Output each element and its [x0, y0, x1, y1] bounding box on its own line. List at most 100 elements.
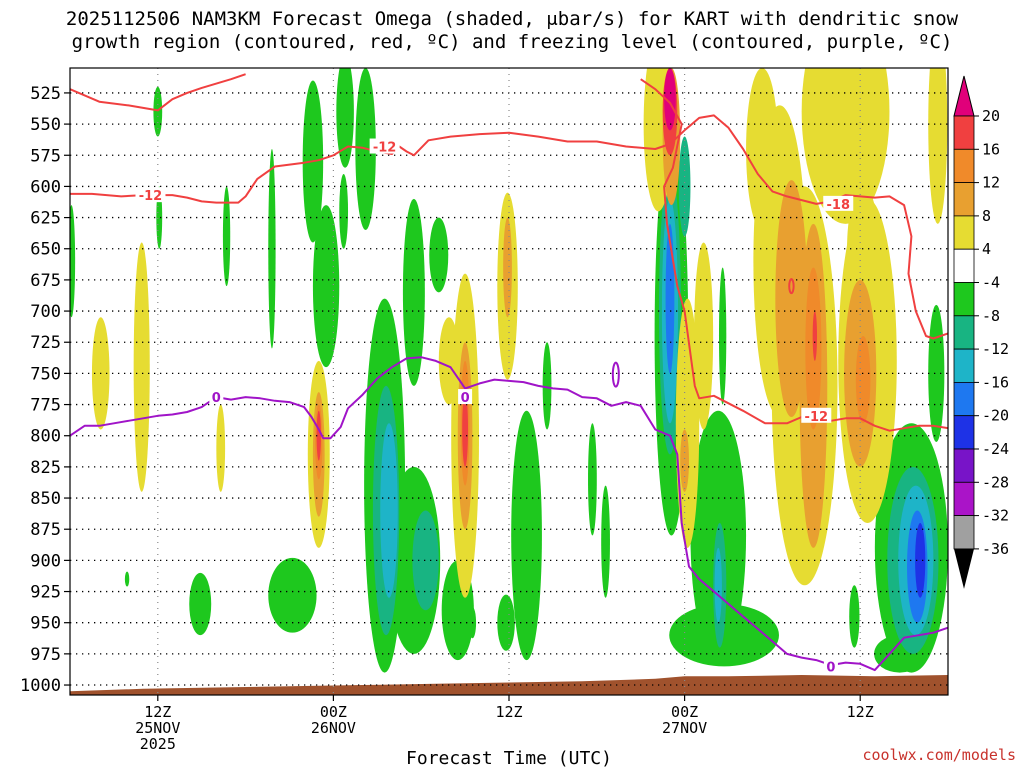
y-tick-label: 525 [30, 84, 61, 104]
chart-title-line1: 2025112506 NAM3KM Forecast Omega (shaded… [65, 8, 959, 30]
colorbar-label: -24 [982, 440, 1009, 458]
omega-patch [542, 342, 552, 430]
colorbar-label: -4 [982, 274, 1000, 292]
x-tick-label: 2025 [140, 735, 176, 753]
y-tick-label: 925 [30, 583, 61, 603]
colorbar-label: -32 [982, 507, 1009, 525]
y-tick-label: 1000 [20, 676, 61, 696]
omega-patch [694, 242, 714, 430]
dgz-contour-blob [788, 278, 795, 295]
freezing-level-blob [611, 361, 620, 388]
chart-title-line2: growth region (contoured, red, ºC) and f… [71, 31, 953, 53]
y-tick-label: 725 [30, 333, 61, 353]
y-tick-label: 675 [30, 271, 61, 291]
x-tick-label: 27NOV [662, 719, 707, 737]
colorbar: 20 16 12 8 4 -4 -8 -12 -16 -20 -24 -28 -32 -36 [953, 75, 1009, 589]
omega-patch [775, 180, 808, 418]
colorbar-label: 12 [982, 174, 1000, 192]
freezing-level-label-bg [823, 658, 838, 674]
dgz-contour-mid [70, 114, 948, 340]
omega-patch [133, 242, 150, 492]
colorbar-segment [953, 282, 975, 317]
freezing-level-label: 0 [461, 391, 470, 406]
pressure-axis: 525 550 575 600 625 650 675 700 725 750 775 800 825 8… [20, 84, 70, 696]
x-tick-label: 00Z [320, 703, 347, 721]
omega-patch [380, 423, 398, 598]
x-tick-label: 26NOV [311, 719, 356, 737]
colorbar-label: 20 [982, 107, 1000, 125]
colorbar-segment [953, 415, 975, 450]
colorbar-segment [953, 381, 975, 417]
omega-patch [928, 68, 948, 224]
colorbar-over-arrow [953, 75, 975, 117]
dgz-contour-label-bg [369, 138, 400, 154]
freezing-level-label-bg [209, 389, 224, 405]
dgz-contour-upper [70, 73, 246, 112]
x-tick-label: 12Z [144, 703, 171, 721]
y-tick-label: 550 [30, 115, 61, 135]
omega-patch [718, 267, 727, 405]
omega-patch [429, 217, 449, 293]
dgz-contour-label: -12 [139, 189, 163, 204]
dgz-contour-label-bg [823, 195, 854, 211]
omega-patch [664, 68, 676, 131]
dgz-contour-label: -12 [373, 141, 397, 156]
omega-patch [462, 392, 469, 467]
omega-patch [675, 298, 700, 548]
omega-patch [503, 217, 512, 318]
y-tick-label: 775 [30, 396, 61, 416]
dgz-contour-lower [640, 78, 948, 432]
freezing-level-label: 0 [212, 391, 221, 406]
colorbar-segment [953, 315, 975, 350]
contour-lines: -12 -12 -18 -12 0 0 0 [70, 73, 948, 675]
omega-patch [588, 423, 597, 536]
omega-patch [216, 404, 226, 492]
omega-patch [714, 547, 722, 623]
dgz-contour-label-bg [135, 187, 166, 203]
dgz-contour-label: -12 [805, 410, 829, 425]
omega-patch [497, 594, 515, 651]
y-tick-label: 700 [30, 302, 61, 322]
omega-patch [268, 149, 276, 349]
dgz-contour-label: -18 [827, 198, 851, 213]
omega-patch [222, 186, 231, 287]
colorbar-segment [953, 515, 975, 550]
freezing-level-contour [70, 356, 948, 672]
omega-patch [189, 572, 212, 636]
y-tick-label: 900 [30, 551, 61, 571]
omega-patch [316, 410, 321, 461]
omega-patch [665, 223, 675, 374]
omega-patch [669, 604, 779, 667]
colorbar-label: -16 [982, 373, 1009, 391]
colorbar-label: -28 [982, 473, 1009, 491]
colorbar-segment [953, 148, 975, 184]
x-tick-label: 12Z [847, 703, 874, 721]
y-tick-label: 800 [30, 427, 61, 447]
omega-patch [801, 68, 890, 224]
omega-patch [928, 304, 945, 442]
colorbar-label: -12 [982, 340, 1009, 358]
omega-shading [70, 68, 948, 673]
dgz-contour-label-bg [801, 407, 832, 423]
omega-patch [402, 198, 425, 386]
y-tick-label: 825 [30, 458, 61, 478]
colorbar-under-arrow [954, 548, 974, 589]
colorbar-segment [953, 348, 975, 383]
dotted-grid [70, 68, 948, 695]
freezing-level-label-bg [458, 389, 473, 405]
omega-patch [412, 510, 439, 611]
omega-patch [849, 585, 860, 648]
omega-patch [680, 429, 689, 492]
x-tick-label: 12Z [495, 703, 522, 721]
y-tick-label: 975 [30, 645, 61, 665]
colorbar-segment [953, 115, 975, 150]
omega-patch [339, 173, 349, 249]
colorbar-label: -8 [982, 307, 1000, 325]
omega-patch [601, 485, 610, 598]
colorbar-label: 16 [982, 140, 1000, 158]
omega-patch [855, 336, 871, 424]
x-tick-label: 00Z [671, 703, 698, 721]
omega-patch [124, 571, 130, 587]
